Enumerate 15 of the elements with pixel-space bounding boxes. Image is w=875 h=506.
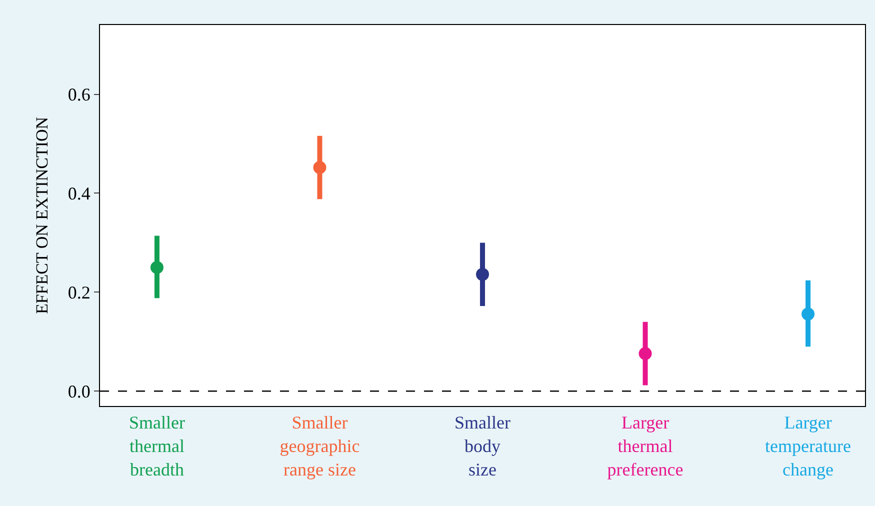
point (313, 161, 326, 174)
point (638, 347, 652, 360)
point (476, 268, 489, 281)
x-tick-label: Larger thermal preference (607, 412, 684, 480)
point (150, 260, 164, 274)
point (802, 307, 815, 320)
y-axis-title: EFFECT ON EXTINCTION (32, 116, 52, 314)
x-tick-label: Smaller geographic range size (280, 412, 360, 480)
y-tick-label: 0.6 (68, 84, 90, 105)
x-tick-label: Larger temperature change (765, 412, 852, 480)
y-tick-label: 0.4 (68, 184, 90, 204)
y-tick-label: 0.0 (68, 381, 90, 402)
x-tick-label: Smaller thermal breadth (128, 412, 185, 480)
y-tick-label: 0.2 (68, 282, 90, 302)
x-tick-label: Smaller body size (454, 412, 510, 480)
